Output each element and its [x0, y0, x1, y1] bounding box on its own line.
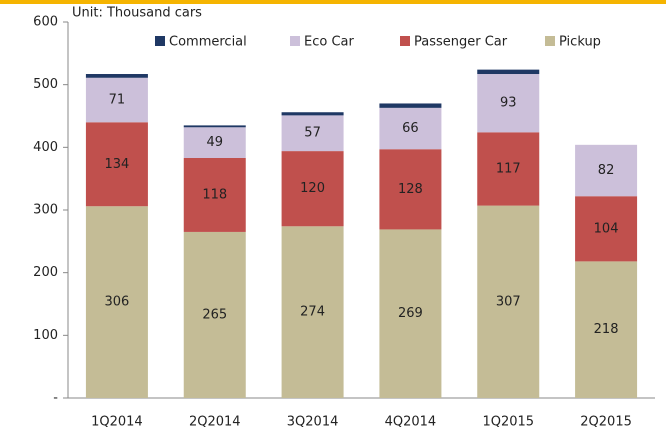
data-label: 49	[206, 135, 223, 150]
chart-subtitle: Unit: Thousand cars	[72, 6, 202, 21]
data-label: 306	[105, 295, 130, 310]
data-label: 82	[598, 163, 615, 178]
data-label: 307	[496, 294, 521, 309]
legend-label: Passenger Car	[414, 35, 508, 50]
legend-label: Pickup	[559, 35, 601, 50]
data-label: 93	[500, 96, 517, 111]
bar-segment	[85, 206, 148, 398]
y-tick-label: 100	[33, 328, 58, 343]
legend-swatch	[290, 36, 300, 46]
data-label: 274	[300, 305, 325, 320]
legend-label: Commercial	[169, 35, 247, 50]
x-tick-label: 1Q2014	[91, 415, 143, 430]
data-label: 57	[304, 126, 321, 141]
data-label: 104	[594, 221, 619, 236]
data-label: 71	[109, 93, 126, 108]
y-tick-label: 600	[33, 15, 58, 30]
bar-segment	[281, 112, 344, 116]
bar-segment	[183, 127, 246, 158]
x-tick-label: 1Q2015	[482, 415, 534, 430]
bar-segment	[85, 122, 148, 207]
data-label: 134	[105, 157, 130, 172]
y-tick-label: -	[53, 391, 58, 406]
data-label: 120	[300, 181, 325, 196]
bar-segment	[183, 157, 246, 232]
y-tick-label: 500	[33, 77, 58, 92]
bar-segment	[379, 149, 442, 230]
data-label: 128	[398, 182, 423, 197]
data-label: 269	[398, 306, 423, 321]
x-tick-label: 2Q2014	[189, 415, 241, 430]
bar-segment	[477, 132, 540, 206]
bar-segment	[379, 107, 442, 150]
data-label: 118	[202, 187, 227, 202]
x-tick-label: 4Q2014	[385, 415, 437, 430]
bar-segment	[379, 229, 442, 398]
bar-segment	[281, 226, 344, 398]
data-label: 117	[496, 161, 521, 176]
bar-segment	[379, 103, 442, 108]
y-tick-label: 300	[33, 203, 58, 218]
bar-segment	[183, 231, 246, 398]
bar-segment	[281, 151, 344, 227]
bar-segment	[477, 69, 540, 75]
x-tick-label: 2Q2015	[580, 415, 632, 430]
bar-segment	[183, 125, 246, 128]
data-label: 218	[594, 322, 619, 337]
legend-label: Eco Car	[304, 35, 354, 50]
bar-segment	[575, 261, 638, 398]
bar-segment	[575, 196, 638, 262]
y-tick-label: 400	[33, 140, 58, 155]
bar-segment	[575, 144, 638, 197]
y-tick-label: 200	[33, 265, 58, 280]
legend-swatch	[400, 36, 410, 46]
bar-segment	[477, 74, 540, 133]
data-label: 265	[202, 307, 227, 322]
top-border	[0, 0, 666, 4]
bar-segment	[85, 74, 148, 78]
x-tick-label: 3Q2014	[287, 415, 339, 430]
legend-swatch	[545, 36, 555, 46]
legend-swatch	[155, 36, 165, 46]
bar-segment	[85, 77, 148, 123]
bar-segment	[281, 115, 344, 152]
bar-segment	[477, 205, 540, 398]
data-label: 66	[402, 121, 419, 136]
